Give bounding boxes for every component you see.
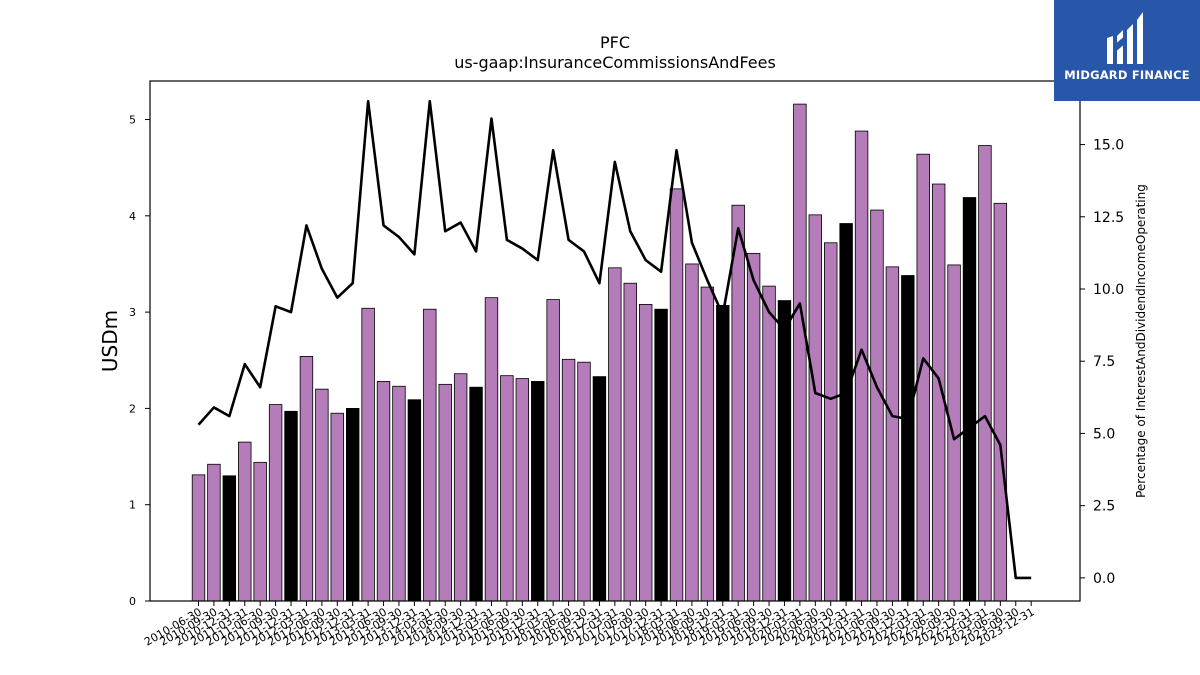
bar: [376, 381, 391, 602]
bar: [870, 209, 884, 602]
bar: [561, 358, 576, 602]
bar: [484, 297, 499, 602]
bar: [608, 267, 622, 602]
bar: [299, 356, 314, 602]
bar: [453, 373, 468, 602]
bar: [762, 285, 776, 602]
bar: [993, 202, 1008, 602]
bar: [978, 145, 992, 602]
chart-title: PFC: [599, 33, 631, 52]
bar: [746, 252, 761, 602]
y2-tick-label: 10.0: [1093, 282, 1124, 298]
y-tick-label: 5: [129, 114, 136, 127]
bar: [901, 275, 915, 602]
y2-tick-label: 12.5: [1093, 210, 1124, 226]
y-tick-label: 4: [129, 210, 136, 223]
bar: [500, 375, 514, 602]
bar: [207, 463, 221, 602]
bar: [315, 388, 329, 602]
bar: [469, 386, 483, 602]
bar: [546, 299, 560, 602]
y2-tick-label: 2.5: [1093, 499, 1115, 515]
bar: [345, 408, 360, 602]
bar: [515, 378, 530, 602]
bar: [638, 304, 653, 602]
y2-tick-label: 0.0: [1093, 571, 1115, 587]
bar: [808, 214, 823, 602]
bar: [854, 130, 869, 602]
bar: [284, 410, 298, 602]
bar: [777, 300, 792, 602]
bar: [222, 475, 237, 602]
bar: [407, 399, 422, 602]
y-tick-label: 3: [129, 306, 136, 319]
bar: [623, 282, 637, 602]
midgard-finance-logo: MIDGARD FINANCE: [1054, 0, 1200, 101]
bar: [438, 383, 452, 602]
bar: [577, 361, 591, 602]
bar: [253, 461, 267, 602]
bar: [654, 308, 668, 602]
y-axis-label: USDm: [98, 310, 122, 372]
bar: [191, 474, 206, 602]
bar: [669, 188, 684, 602]
bar: [839, 223, 853, 602]
y2-axis-label: Percentage of InterestAndDividendIncomeO…: [1134, 184, 1148, 498]
bar: [885, 266, 900, 602]
y-tick-label: 1: [129, 499, 136, 512]
bar: [361, 307, 375, 602]
bar: [392, 385, 406, 602]
bar: [330, 412, 344, 602]
bar: [268, 404, 283, 602]
bar: [824, 242, 838, 602]
bar: [962, 197, 977, 602]
bar: [685, 263, 699, 602]
y2-tick-label: 7.5: [1093, 354, 1115, 370]
bar: [731, 204, 745, 602]
bar: [238, 441, 252, 602]
chart-subtitle: us-gaap:InsuranceCommissionsAndFees: [454, 53, 776, 72]
bar: [592, 376, 607, 602]
bar: [700, 286, 715, 602]
bar: [793, 103, 807, 602]
logo-text: MIDGARD FINANCE: [1064, 68, 1190, 82]
y2-tick-label: 5.0: [1093, 426, 1115, 442]
bar: [947, 264, 961, 602]
bar: [531, 381, 545, 602]
midgard-logo-icon: [1107, 12, 1143, 64]
y-tick-label: 2: [129, 402, 136, 415]
y2-tick-label: 15.0: [1093, 138, 1124, 154]
bar: [423, 308, 437, 602]
bar: [716, 304, 730, 602]
line-series: [197, 99, 1032, 580]
y-tick-label: 0: [129, 595, 136, 608]
